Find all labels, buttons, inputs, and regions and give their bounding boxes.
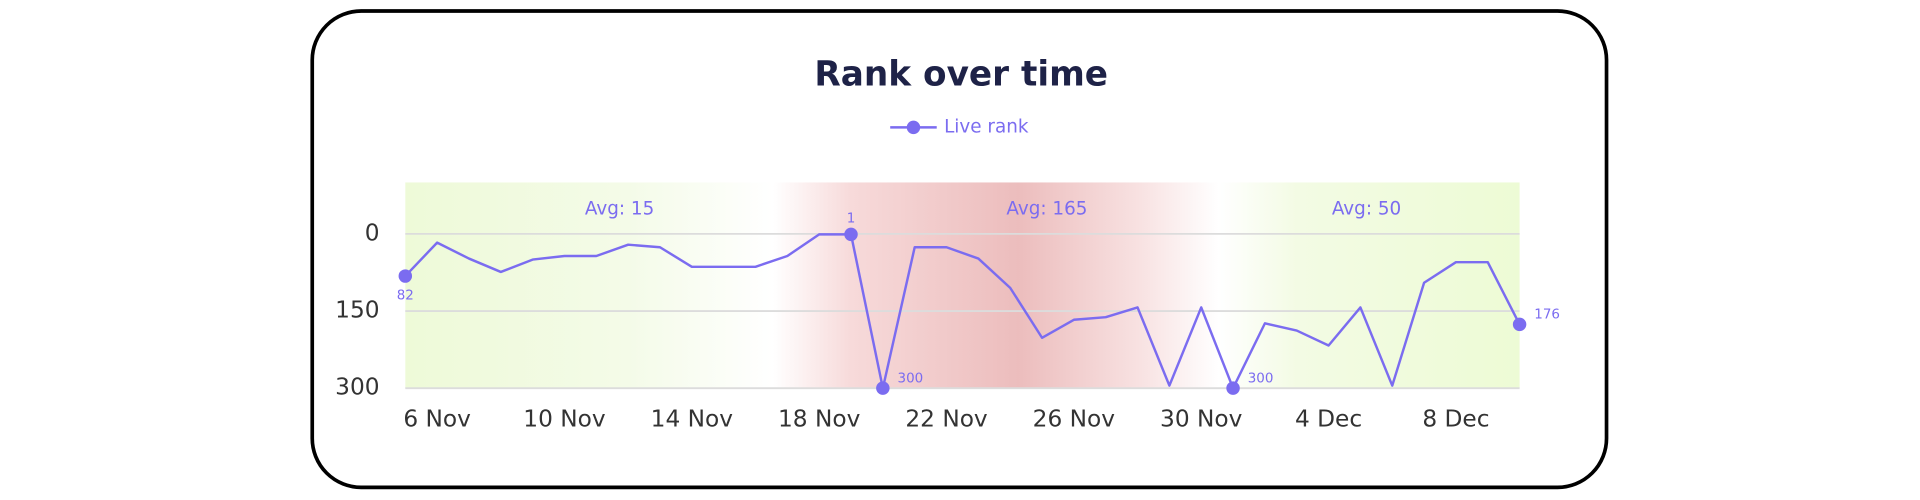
x-tick-label: 4 Dec	[1295, 406, 1362, 433]
x-tick-label: 6 Nov	[403, 406, 471, 433]
y-tick-label: 150	[335, 297, 379, 324]
point	[398, 269, 413, 283]
point	[844, 227, 858, 242]
plot-background	[405, 182, 1520, 389]
x-tick-label: 30 Nov	[1160, 406, 1243, 433]
annotation: Avg: 165	[1006, 198, 1087, 219]
y-tick-label: 0	[365, 219, 380, 246]
x-tick-label: 14 Nov	[651, 406, 734, 433]
data-label: 82	[397, 289, 414, 304]
point	[876, 381, 890, 395]
point	[1226, 381, 1240, 395]
legend-label: Live rank	[944, 116, 1029, 137]
line	[404, 233, 1521, 390]
data-label: 1	[847, 211, 856, 226]
data-label: 176	[1534, 308, 1560, 323]
x-tick-label: 18 Nov	[778, 406, 861, 433]
x-tick-label: 26 Nov	[1033, 406, 1116, 433]
x-tick-label: 10 Nov	[523, 406, 606, 433]
legend-marker	[906, 120, 921, 135]
x-tick-label: 22 Nov	[905, 406, 988, 433]
annotation: Avg: 15	[585, 198, 654, 219]
x-tick-label: 8 Dec	[1422, 406, 1489, 433]
chart-title: Rank over time	[814, 54, 1108, 94]
y-tick-label: 300	[335, 374, 379, 401]
point	[1512, 317, 1527, 332]
annotation: Avg: 50	[1332, 198, 1401, 219]
data-label: 300	[1248, 371, 1274, 386]
data-label: 300	[898, 371, 924, 386]
